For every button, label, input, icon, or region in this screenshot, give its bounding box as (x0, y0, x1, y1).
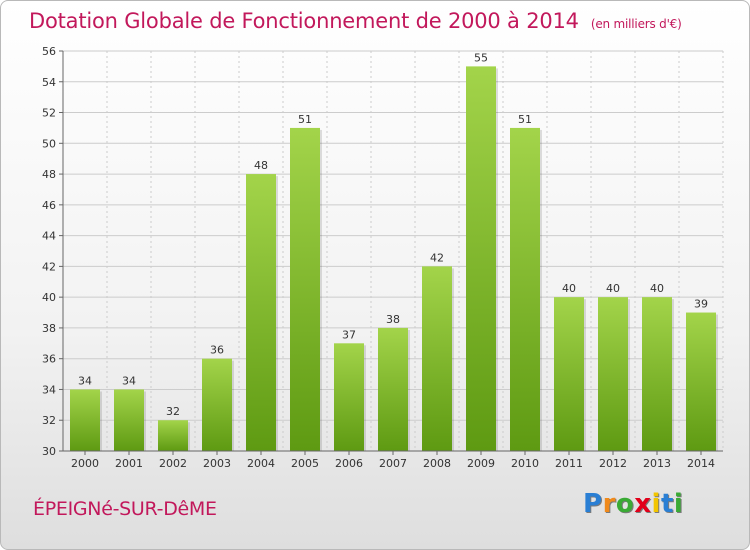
bar-value-label: 36 (210, 344, 224, 357)
chart-unit: (en milliers d'€) (590, 17, 682, 31)
bar-value-label: 40 (606, 282, 620, 295)
y-tick-label: 32 (42, 414, 56, 427)
y-tick-label: 46 (42, 199, 56, 212)
y-tick-label: 52 (42, 107, 56, 120)
bar-value-label: 34 (122, 374, 136, 387)
proxiti-logo: Proxiti (583, 489, 683, 519)
bar (466, 66, 496, 451)
bars-layer: 34 34 32 36 48 51 37 38 42 55 51 40 40 40 39 (70, 51, 718, 452)
chart-title: Dotation Globale de Fonctionnement de 20… (29, 9, 682, 33)
bar-value-label: 38 (386, 313, 400, 326)
x-tick-label: 2008 (423, 457, 451, 470)
bar (202, 358, 232, 451)
bar (554, 297, 584, 451)
x-tick-label: 2005 (291, 457, 319, 470)
y-tick-label: 44 (42, 230, 56, 243)
bar (70, 389, 100, 451)
bar-value-label: 51 (298, 113, 312, 126)
bar-value-label: 34 (78, 374, 92, 387)
bar-value-label: 48 (254, 159, 268, 172)
bar (378, 327, 408, 451)
logo-letter: P (583, 489, 603, 519)
x-tick-label: 2010 (511, 457, 539, 470)
bar-value-label: 40 (562, 282, 576, 295)
axes-layer: 30 32 34 36 38 40 42 44 46 48 50 52 54 56 2000 2001 2002… (42, 45, 723, 470)
bar (422, 266, 452, 451)
logo-letter: o (615, 489, 635, 519)
bar-value-label: 55 (474, 51, 488, 64)
bar (334, 343, 364, 451)
bar-value-label: 42 (430, 251, 444, 264)
y-tick-label: 30 (42, 445, 56, 458)
y-tick-label: 36 (42, 353, 56, 366)
bar-value-label: 51 (518, 113, 532, 126)
bar (114, 389, 144, 451)
bar (246, 174, 276, 452)
x-tick-label: 2002 (159, 457, 187, 470)
logo-letter: i (673, 489, 684, 519)
logo-letter: r (602, 489, 616, 519)
x-tick-label: 2009 (467, 457, 495, 470)
bar (598, 297, 628, 451)
y-tick-label: 38 (42, 322, 56, 335)
bar (158, 420, 188, 451)
y-tick-label: 56 (42, 45, 56, 58)
y-tick-label: 54 (42, 76, 56, 89)
x-tick-label: 2001 (115, 457, 143, 470)
bar-value-label: 37 (342, 328, 356, 341)
x-tick-label: 2006 (335, 457, 363, 470)
logo-letter: t (660, 489, 674, 519)
chart-title-text: Dotation Globale de Fonctionnement de 20… (29, 9, 579, 33)
bar (290, 127, 320, 451)
bar (510, 127, 540, 451)
y-tick-label: 50 (42, 137, 56, 150)
x-tick-label: 2007 (379, 457, 407, 470)
x-tick-label: 2012 (599, 457, 627, 470)
x-tick-label: 2003 (203, 457, 231, 470)
x-tick-label: 2014 (687, 457, 715, 470)
bar-value-label: 32 (166, 405, 180, 418)
commune-name: ÉPEIGNé-SUR-DêME (33, 498, 217, 520)
y-tick-label: 40 (42, 291, 56, 304)
y-tick-label: 48 (42, 168, 56, 181)
bar (686, 312, 716, 451)
bar-value-label: 40 (650, 282, 664, 295)
x-tick-label: 2000 (71, 457, 99, 470)
x-tick-label: 2004 (247, 457, 275, 470)
y-tick-label: 42 (42, 260, 56, 273)
bar-value-label: 39 (694, 298, 708, 311)
y-tick-label: 34 (42, 383, 56, 396)
bar (642, 297, 672, 451)
x-tick-label: 2011 (555, 457, 583, 470)
logo-letter: x (634, 489, 652, 519)
x-tick-label: 2013 (643, 457, 671, 470)
logo-letter: i (651, 489, 661, 519)
